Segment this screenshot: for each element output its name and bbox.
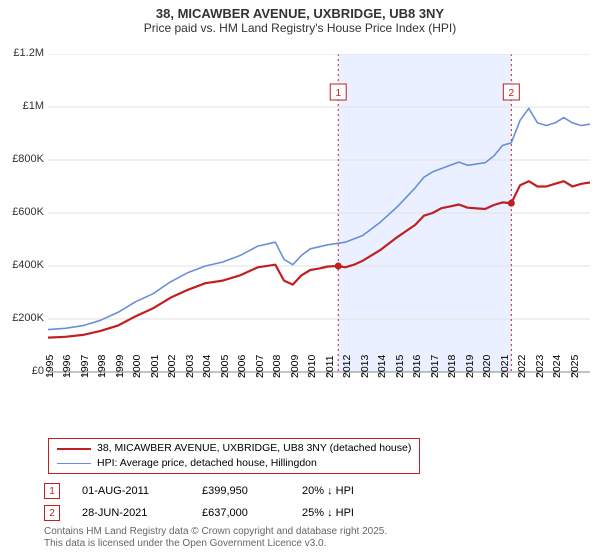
x-tick-label: 2018	[446, 355, 458, 378]
x-tick-label: 2003	[184, 355, 196, 378]
marker-price: £399,950	[202, 485, 302, 497]
y-tick-label: £400K	[6, 259, 44, 271]
title-line-1: 38, MICAWBER AVENUE, UXBRIDGE, UB8 3NY	[0, 6, 600, 21]
x-tick-label: 2019	[464, 355, 476, 378]
marker-price: £637,000	[202, 507, 302, 519]
x-tick-label: 2007	[254, 355, 266, 378]
marker-date: 28-JUN-2021	[82, 507, 202, 519]
x-tick-label: 2001	[149, 355, 161, 378]
marker-diff: 25% ↓ HPI	[302, 507, 392, 519]
x-tick-label: 2017	[429, 355, 441, 378]
footer-line-1: Contains HM Land Registry data © Crown c…	[44, 526, 387, 538]
marker-badge: 1	[44, 483, 60, 499]
footer-line-2: This data is licensed under the Open Gov…	[44, 538, 387, 550]
x-tick-label: 2006	[236, 355, 248, 378]
x-tick-label: 2004	[201, 355, 213, 378]
y-tick-label: £0	[6, 365, 44, 377]
x-tick-label: 1995	[44, 355, 56, 378]
svg-text:1: 1	[335, 88, 341, 99]
x-tick-label: 2002	[166, 355, 178, 378]
legend-row: HPI: Average price, detached house, Hill…	[57, 456, 411, 471]
sale-marker-row: 1 01-AUG-2011£399,95020% ↓ HPI	[44, 480, 392, 502]
marker-diff: 20% ↓ HPI	[302, 485, 392, 497]
x-tick-label: 2014	[376, 355, 388, 378]
x-tick-label: 2009	[289, 355, 301, 378]
x-axis-labels: 1995199619971998199920002001200220032004…	[48, 376, 590, 406]
legend-row: 38, MICAWBER AVENUE, UXBRIDGE, UB8 3NY (…	[57, 441, 411, 456]
line-chart: 12	[48, 54, 590, 402]
legend-swatch	[57, 448, 91, 450]
x-tick-label: 2013	[359, 355, 371, 378]
x-tick-label: 2005	[219, 355, 231, 378]
x-tick-label: 2008	[271, 355, 283, 378]
title-line-2: Price paid vs. HM Land Registry's House …	[0, 21, 600, 35]
y-tick-label: £800K	[6, 153, 44, 165]
sale-marker-row: 2 28-JUN-2021£637,00025% ↓ HPI	[44, 502, 392, 524]
legend: 38, MICAWBER AVENUE, UXBRIDGE, UB8 3NY (…	[48, 438, 420, 474]
x-tick-label: 2024	[551, 355, 563, 378]
x-tick-label: 1998	[96, 355, 108, 378]
x-tick-label: 2011	[324, 355, 336, 378]
y-tick-label: £600K	[6, 206, 44, 218]
x-tick-label: 1996	[61, 355, 73, 378]
y-tick-label: £1.2M	[6, 47, 44, 59]
legend-label: 38, MICAWBER AVENUE, UXBRIDGE, UB8 3NY (…	[97, 441, 411, 456]
y-tick-label: £1M	[6, 100, 44, 112]
x-tick-label: 2010	[306, 355, 318, 378]
x-tick-label: 1997	[79, 355, 91, 378]
x-tick-label: 2022	[516, 355, 528, 378]
sale-markers: 1 01-AUG-2011£399,95020% ↓ HPI 2 28-JUN-202…	[44, 480, 392, 524]
marker-date: 01-AUG-2011	[82, 485, 202, 497]
marker-badge: 2	[44, 505, 60, 521]
x-tick-label: 2020	[481, 355, 493, 378]
x-tick-label: 2021	[499, 355, 511, 378]
chart-area: 12	[48, 54, 590, 402]
x-tick-label: 2012	[341, 355, 353, 378]
x-tick-label: 2000	[131, 355, 143, 378]
x-tick-label: 1999	[114, 355, 126, 378]
x-tick-label: 2015	[394, 355, 406, 378]
svg-text:2: 2	[509, 88, 515, 99]
legend-label: HPI: Average price, detached house, Hill…	[97, 456, 317, 471]
y-tick-label: £200K	[6, 312, 44, 324]
legend-swatch	[57, 463, 91, 464]
x-tick-label: 2016	[411, 355, 423, 378]
x-tick-label: 2025	[569, 355, 581, 378]
x-tick-label: 2023	[534, 355, 546, 378]
